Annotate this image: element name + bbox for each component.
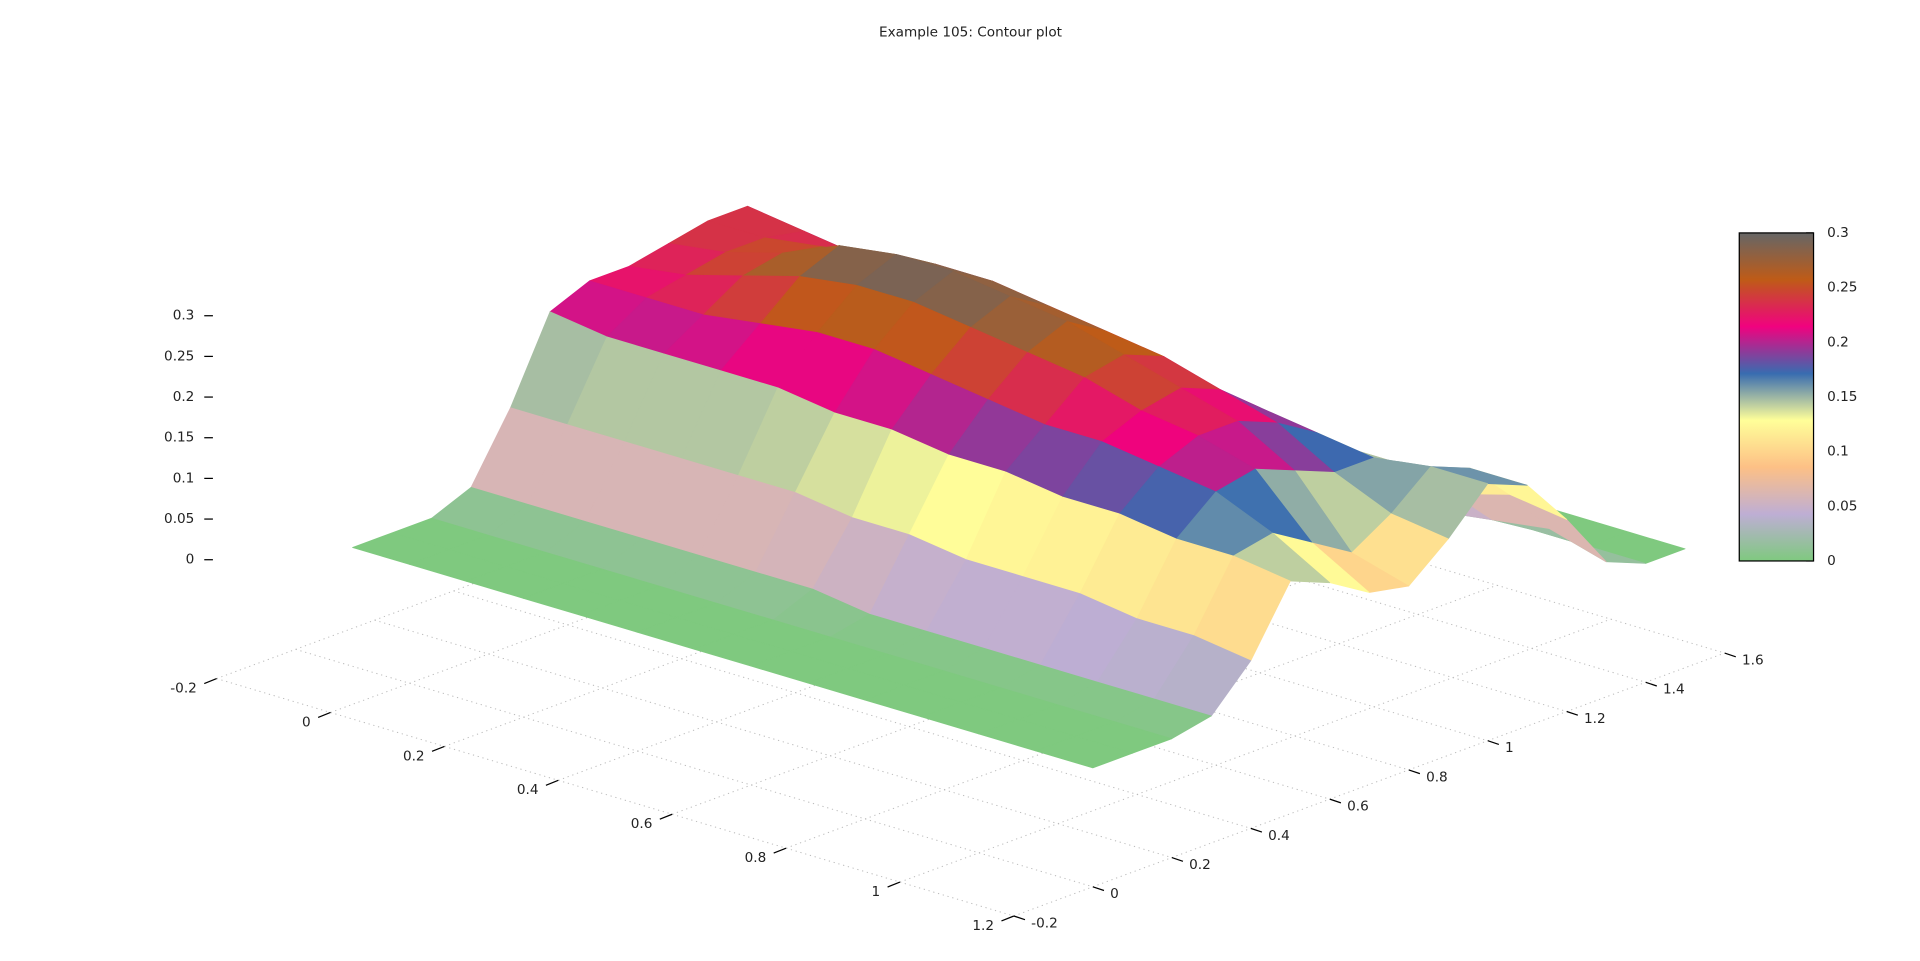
z-tick-label: 0.1	[173, 470, 195, 486]
y-tick	[1408, 769, 1421, 775]
y-tick	[1724, 652, 1736, 658]
colorbar-tick-label: 0.25	[1827, 280, 1857, 296]
z-tick-label: 0	[186, 552, 195, 568]
x-tick	[887, 881, 901, 888]
x-tick-label: 0.6	[631, 816, 653, 832]
y-tick-label: 1.6	[1742, 652, 1764, 668]
y-tick-label: 1	[1505, 740, 1514, 756]
x-tick	[545, 779, 559, 786]
z-tick-label: 0.15	[164, 430, 194, 446]
y-tick-label: 1.4	[1663, 682, 1685, 698]
z-tick-label: 0.25	[164, 348, 194, 364]
y-tick	[1566, 710, 1579, 716]
z-tick-label: 0.05	[164, 511, 194, 527]
colorbar-tick-label: 0.1	[1827, 444, 1849, 460]
x-tick-label: 0	[302, 714, 311, 730]
z-tick-label: 0.2	[173, 389, 195, 405]
y-tick	[1171, 856, 1184, 862]
x-tick	[204, 677, 217, 685]
x-tick-label: 1.2	[972, 918, 994, 934]
x-tick	[1001, 915, 1015, 922]
colorbar-tick-label: 0.3	[1827, 225, 1849, 241]
y-tick-label: -0.2	[1031, 915, 1058, 931]
y-tick-label: 0.2	[1189, 857, 1211, 873]
x-tick-label: 0.2	[403, 748, 425, 764]
x-tick-label: 0.8	[745, 850, 767, 866]
x-tick	[659, 813, 673, 820]
surface-cell	[1035, 736, 1133, 769]
x-tick	[431, 745, 445, 752]
colorbar-tick-label: 0.15	[1827, 389, 1857, 405]
y-tick	[1329, 798, 1342, 804]
x-tick	[773, 847, 787, 854]
y-tick	[1092, 886, 1105, 892]
colorbar-tick-label: 0	[1827, 553, 1836, 569]
y-tick-label: 0.4	[1268, 828, 1290, 844]
y-tick	[1250, 827, 1263, 833]
y-tick-label: 0.8	[1426, 769, 1448, 785]
x-tick-label: 1	[871, 884, 880, 900]
y-tick	[1645, 681, 1658, 687]
surface	[352, 205, 1686, 769]
chart-title: Example 105: Contour plot	[879, 24, 1063, 40]
y-tick	[1487, 740, 1500, 746]
grid-line	[216, 678, 1014, 917]
y-tick-label: 0.6	[1347, 799, 1369, 815]
colorbar-tick-label: 0.05	[1827, 498, 1857, 514]
y-tick	[1013, 915, 1026, 921]
x-tick	[317, 711, 331, 719]
y-tick-label: 1.2	[1584, 711, 1606, 727]
z-tick-label: 0.3	[173, 308, 195, 324]
x-tick-label: -0.2	[170, 680, 197, 696]
colorbar	[1738, 232, 1815, 562]
y-tick-label: 0	[1110, 886, 1119, 902]
colorbar-tick-label: 0.2	[1827, 334, 1849, 350]
axes: -0.2 0 0.2 0.4 0.6 0.8 1 1.2 -0.2 0 0.2 0.4 0.6 0.8 1 1…	[164, 225, 1857, 934]
x-tick-label: 0.4	[517, 782, 539, 798]
